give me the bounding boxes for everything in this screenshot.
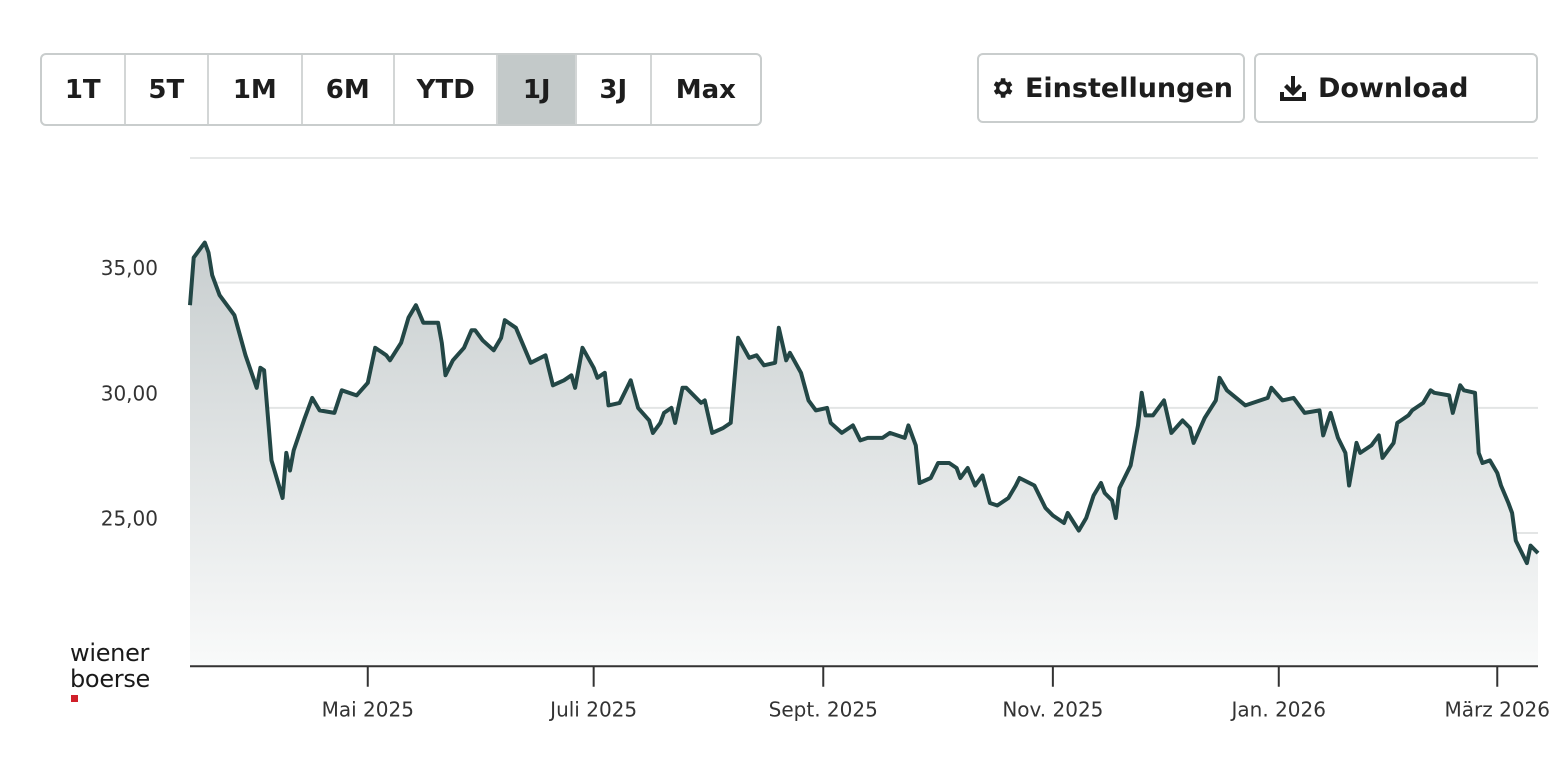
download-icon [1280,76,1306,101]
x-tick-label: Nov. 2025 [1002,698,1103,722]
download-button[interactable]: Download [1254,53,1538,123]
logo-line: boerse [70,665,151,693]
x-tick-label: Juli 2025 [548,698,637,722]
settings-button[interactable]: Einstellungen [977,53,1245,123]
x-tick-label: Mai 2025 [322,698,414,722]
y-tick-label: 35,00 [101,256,158,280]
logo-dot [71,695,78,702]
logo: wiener boerse [70,640,150,702]
range-button[interactable]: 6M [303,55,396,124]
gear-icon [993,78,1013,98]
range-button[interactable]: 5T [126,55,210,124]
download-label: Download [1318,72,1469,104]
x-tick-label: Sept. 2025 [769,698,878,722]
range-button[interactable]: 3J [577,55,652,124]
range-button[interactable]: 1T [42,55,126,124]
settings-label: Einstellungen [1024,72,1234,104]
x-tick-label: Jan. 2026 [1230,698,1326,722]
range-button[interactable]: Max [675,74,736,105]
range-button[interactable]: YTD [395,55,499,124]
range-button[interactable]: 1M [209,55,303,124]
range-button[interactable]: 1J [498,55,578,124]
price-line [188,240,1540,566]
logo-line: wiener [70,639,150,667]
range-selector: 1T 5T 1M 6M YTD 1J 3J Max [40,53,762,126]
y-tick-label: 25,00 [101,507,158,531]
y-tick-label: 30,00 [101,381,158,405]
area [190,242,1538,666]
x-tick-label: März 2026 [1445,698,1551,722]
